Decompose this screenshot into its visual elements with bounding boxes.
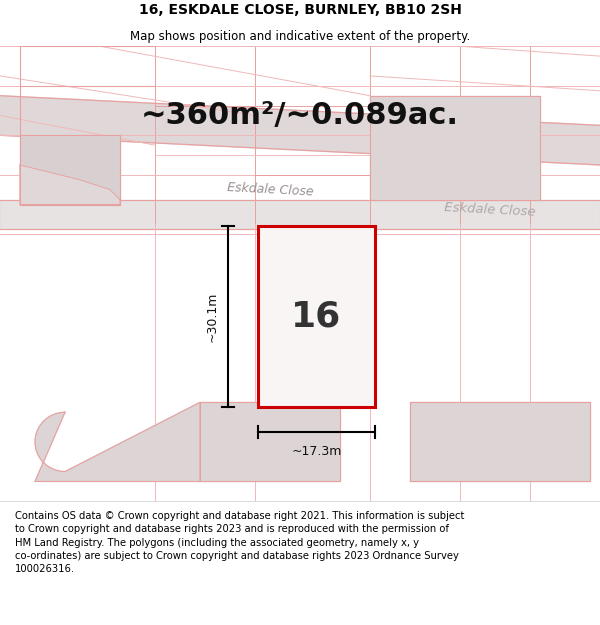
Text: ~360m²/~0.089ac.: ~360m²/~0.089ac. [141, 101, 459, 130]
Polygon shape [200, 402, 340, 481]
Text: Eskdale Close: Eskdale Close [226, 181, 314, 198]
Text: 16: 16 [292, 300, 341, 334]
Polygon shape [35, 402, 200, 481]
Polygon shape [0, 199, 600, 229]
Text: Eskdale Close: Eskdale Close [444, 201, 536, 218]
Text: ~17.3m: ~17.3m [292, 445, 341, 458]
Polygon shape [370, 96, 540, 199]
Text: ~30.1m: ~30.1m [205, 292, 218, 342]
Text: Contains OS data © Crown copyright and database right 2021. This information is : Contains OS data © Crown copyright and d… [15, 511, 464, 574]
Polygon shape [410, 402, 590, 481]
Polygon shape [20, 135, 120, 204]
Text: Map shows position and indicative extent of the property.: Map shows position and indicative extent… [130, 29, 470, 42]
Text: 16, ESKDALE CLOSE, BURNLEY, BB10 2SH: 16, ESKDALE CLOSE, BURNLEY, BB10 2SH [139, 3, 461, 17]
Bar [258, 226, 375, 408]
Polygon shape [0, 96, 600, 165]
Polygon shape [20, 165, 120, 204]
